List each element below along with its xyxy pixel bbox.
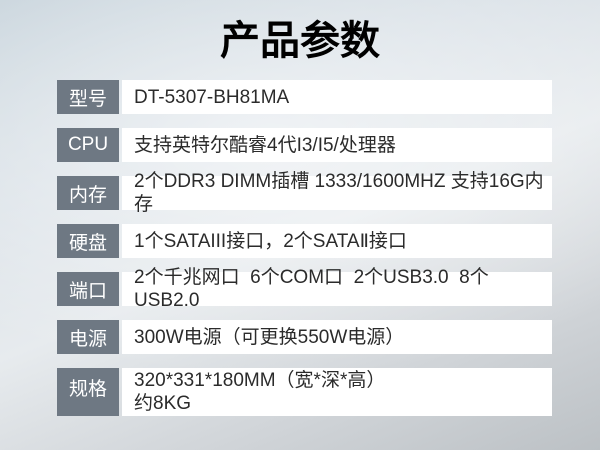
spec-row-memory: 内存 2个DDR3 DIMM插槽 1333/1600MHZ 支持16G内存 <box>57 171 552 215</box>
spec-label: 内存 <box>57 176 119 210</box>
spec-label: 规格 <box>57 368 119 416</box>
spec-table: 型号 DT-5307-BH81MA CPU 支持英特尔酷睿4代I3/I5/处理器… <box>57 80 552 430</box>
spec-row-model: 型号 DT-5307-BH81MA <box>57 80 552 114</box>
spec-value: 1个SATAIII接口，2个SATAⅡ接口 <box>122 224 552 258</box>
spec-label: 硬盘 <box>57 224 119 258</box>
spec-value: DT-5307-BH81MA <box>122 80 552 114</box>
spec-value: 支持英特尔酷睿4代I3/I5/处理器 <box>122 128 552 162</box>
spec-label: 端口 <box>57 272 119 306</box>
spec-value: 300W电源（可更换550W电源） <box>122 320 552 354</box>
spec-row-ports: 端口 2个千兆网口 6个COM口 2个USB3.0 8个USB2.0 <box>57 267 552 311</box>
spec-label: 型号 <box>57 80 119 114</box>
spec-value: 320*331*180MM（宽*深*高） 约8KG <box>122 368 552 416</box>
spec-value: 2个DDR3 DIMM插槽 1333/1600MHZ 支持16G内存 <box>122 171 552 215</box>
spec-label: CPU <box>57 128 119 162</box>
spec-row-storage: 硬盘 1个SATAIII接口，2个SATAⅡ接口 <box>57 224 552 258</box>
page-title: 产品参数 <box>220 19 380 63</box>
spec-value: 2个千兆网口 6个COM口 2个USB3.0 8个USB2.0 <box>122 267 552 311</box>
spec-label: 电源 <box>57 320 119 354</box>
spec-row-dimensions: 规格 320*331*180MM（宽*深*高） 约8KG <box>57 368 552 416</box>
spec-row-cpu: CPU 支持英特尔酷睿4代I3/I5/处理器 <box>57 128 552 162</box>
spec-row-power: 电源 300W电源（可更换550W电源） <box>57 320 552 354</box>
